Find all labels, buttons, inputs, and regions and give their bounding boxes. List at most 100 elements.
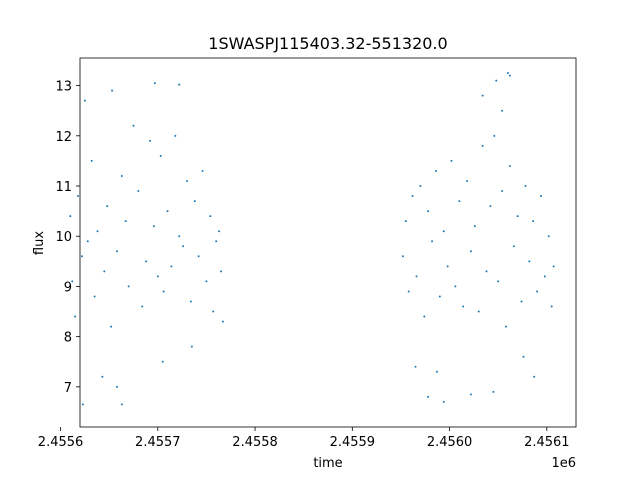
data-point bbox=[450, 159, 453, 162]
data-point bbox=[162, 290, 165, 293]
data-point bbox=[106, 205, 109, 208]
data-point bbox=[462, 305, 465, 308]
data-point bbox=[520, 300, 523, 303]
x-axis-ticks: 2.4556 2.4557 2.4558 2.4559 2.4560 2.4561 bbox=[38, 427, 570, 450]
data-point bbox=[182, 245, 185, 248]
data-point bbox=[81, 403, 84, 406]
data-point bbox=[205, 280, 208, 283]
y-axis-ticks: 7 8 9 10 11 12 13 bbox=[55, 80, 80, 396]
data-point bbox=[473, 225, 476, 228]
data-point bbox=[543, 275, 546, 278]
data-point bbox=[201, 169, 204, 172]
data-point bbox=[528, 260, 531, 263]
data-point bbox=[197, 255, 200, 258]
data-point bbox=[442, 400, 445, 403]
data-point bbox=[103, 270, 106, 273]
data-point bbox=[111, 89, 114, 92]
data-point bbox=[212, 310, 215, 313]
plot-area bbox=[80, 58, 576, 427]
data-point bbox=[508, 74, 511, 77]
y-tick-label: 12 bbox=[55, 130, 72, 145]
data-point bbox=[93, 295, 96, 298]
x-tick-label: 2.4559 bbox=[330, 435, 376, 450]
data-point bbox=[178, 235, 181, 238]
data-point bbox=[86, 240, 89, 243]
data-point bbox=[481, 94, 484, 97]
data-point bbox=[524, 185, 527, 188]
data-point bbox=[190, 345, 193, 348]
data-point bbox=[481, 144, 484, 147]
data-point bbox=[508, 164, 511, 167]
data-point bbox=[495, 79, 498, 82]
data-point bbox=[516, 215, 519, 218]
x-tick-label: 2.4556 bbox=[38, 435, 84, 450]
data-point bbox=[501, 109, 504, 112]
data-point bbox=[80, 255, 83, 258]
data-point bbox=[149, 139, 152, 142]
data-point bbox=[497, 280, 500, 283]
data-point bbox=[120, 403, 123, 406]
y-tick-label: 8 bbox=[64, 331, 72, 346]
data-point bbox=[419, 185, 422, 188]
data-point bbox=[550, 305, 553, 308]
data-point bbox=[127, 285, 130, 288]
data-point bbox=[83, 99, 86, 102]
data-point bbox=[469, 393, 472, 396]
data-point bbox=[506, 72, 509, 75]
y-tick-label: 9 bbox=[64, 280, 72, 295]
data-point bbox=[532, 220, 535, 223]
data-point bbox=[434, 169, 437, 172]
data-point bbox=[170, 265, 173, 268]
data-point bbox=[454, 285, 457, 288]
data-point bbox=[185, 180, 188, 182]
data-point bbox=[536, 290, 539, 293]
data-point bbox=[153, 82, 156, 85]
data-point bbox=[427, 210, 430, 213]
data-point bbox=[522, 355, 525, 358]
plot-frame bbox=[79, 57, 577, 428]
data-point bbox=[492, 390, 495, 393]
data-point bbox=[218, 230, 221, 233]
x-tick-label: 2.4560 bbox=[427, 435, 473, 450]
data-point bbox=[120, 174, 123, 177]
data-point bbox=[404, 220, 407, 223]
data-point bbox=[161, 360, 164, 363]
data-point bbox=[77, 195, 80, 198]
data-point bbox=[423, 315, 426, 318]
data-point bbox=[458, 200, 461, 203]
data-point bbox=[411, 195, 414, 198]
data-point bbox=[69, 215, 72, 218]
data-point bbox=[115, 385, 118, 388]
data-point bbox=[132, 124, 135, 127]
data-point bbox=[166, 210, 169, 213]
data-point bbox=[435, 370, 438, 373]
data-point bbox=[124, 220, 127, 223]
x-axis-offset: 1e6 bbox=[551, 456, 576, 471]
data-point bbox=[427, 395, 430, 398]
data-point bbox=[215, 240, 218, 243]
data-point bbox=[539, 195, 542, 198]
data-point bbox=[533, 375, 536, 378]
data-point bbox=[178, 83, 181, 86]
data-point bbox=[115, 250, 118, 253]
y-tick-label: 13 bbox=[55, 80, 72, 95]
data-point bbox=[438, 295, 441, 298]
data-point bbox=[407, 290, 410, 293]
data-points bbox=[69, 72, 555, 406]
data-point bbox=[220, 270, 223, 273]
chart-title: 1SWASPJ115403.32-551320.0 bbox=[208, 34, 447, 53]
y-tick-label: 11 bbox=[55, 180, 72, 195]
y-tick-label: 10 bbox=[55, 230, 72, 245]
data-point bbox=[501, 190, 504, 193]
data-point bbox=[159, 154, 162, 157]
data-point bbox=[415, 275, 418, 278]
data-point bbox=[485, 270, 488, 273]
y-axis-label: flux bbox=[32, 231, 47, 255]
x-tick-label: 2.4557 bbox=[135, 435, 181, 450]
data-point bbox=[74, 315, 77, 318]
data-point bbox=[512, 245, 515, 248]
data-point bbox=[466, 180, 469, 182]
data-point bbox=[71, 280, 74, 283]
data-point bbox=[209, 215, 212, 218]
